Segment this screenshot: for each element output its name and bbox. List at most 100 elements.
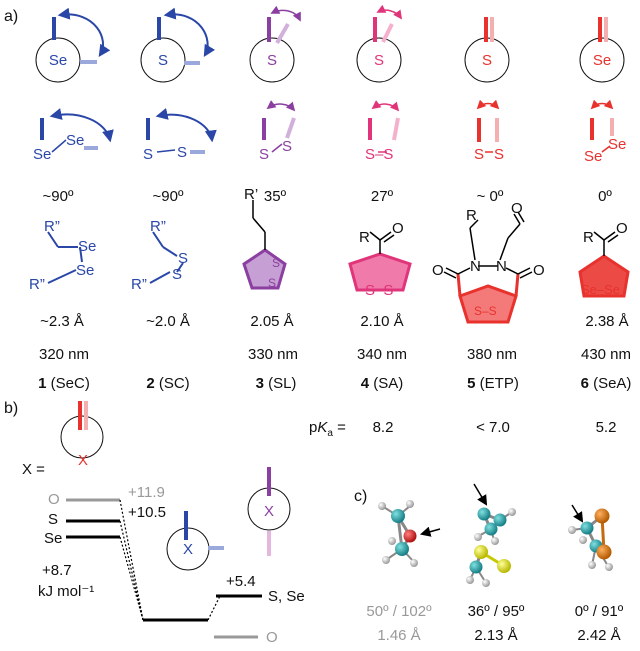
structure-4: [348, 231, 412, 292]
model-1: [378, 500, 441, 567]
panel-c-label: c): [354, 488, 368, 505]
struct-3-s-bottom: S: [268, 276, 277, 290]
newman-1: [35, 7, 111, 83]
struct-2-r-bottom: R”: [131, 276, 147, 293]
bond-length-4: 2.10 Å: [360, 313, 404, 330]
newman-1-glyph: Se: [48, 52, 68, 69]
sideview-3: [262, 100, 296, 153]
newman-3-glyph: S: [266, 52, 278, 69]
compound-4-name: 4 (SA): [360, 375, 404, 392]
dihedral-4: 27º: [370, 188, 394, 205]
x-equals-label: X =: [22, 461, 45, 478]
energy-inset-right: [247, 467, 291, 556]
struct-6-sese: Se–Se: [581, 282, 621, 297]
struct-4-ss: S–S: [365, 282, 394, 299]
newman-6: [579, 17, 625, 83]
pka-value-6: 5.2: [595, 419, 617, 436]
energy-levels: [66, 498, 262, 639]
struct-5-o-left: O: [432, 262, 444, 279]
wavelength-4: 340 nm: [356, 346, 408, 363]
model-1-angles: 50º / 102º: [366, 603, 432, 620]
level-o-label: O: [48, 491, 60, 508]
newman-5: [464, 17, 510, 83]
wavelength-3: 330 nm: [247, 346, 299, 363]
right-atoms-label: S, Se: [268, 588, 305, 605]
bond-length-3: 2.05 Å: [250, 313, 294, 330]
model-1-length: 1.46 Å: [377, 627, 421, 644]
struct-3-s-top: S: [272, 256, 281, 270]
sideview-4-ss: S–S: [365, 146, 394, 163]
energy-right: +5.4: [226, 573, 256, 590]
model-3-length: 2.42 Å: [577, 627, 621, 644]
dihedral-5: ~ 0º: [476, 188, 504, 205]
dihedral-6: 0º: [598, 188, 612, 205]
level-s-label: S: [48, 511, 59, 528]
dihedral-1: ~90º: [42, 188, 74, 205]
sideview-6-se-left: Se: [584, 148, 603, 165]
struct-2-r-top: R”: [150, 218, 166, 235]
sideview-5-s-right: S: [494, 146, 505, 163]
energy-o: +11.9: [128, 484, 165, 501]
newman-2-glyph: S: [157, 52, 169, 69]
sideview-3-s-right: S: [282, 138, 293, 155]
compound-6-name: 6 (SeA): [580, 375, 632, 392]
compound-2-name: 2 (SC): [146, 375, 190, 392]
dihedral-3: 35º: [263, 188, 287, 205]
energy-s: +10.5: [128, 504, 166, 521]
sideview-5-s-left: S: [474, 146, 485, 163]
struct-1-r-bottom: R”: [29, 276, 45, 293]
sideview-5: [476, 99, 500, 153]
panel-a-label: a): [4, 8, 19, 25]
sideview-2: [146, 108, 217, 154]
panel-b-label: b): [4, 400, 19, 417]
newman-4: [356, 4, 403, 83]
pka-value-4: 8.2: [372, 419, 394, 436]
sideview-4: [368, 100, 400, 153]
sideview-2-s-left: S: [143, 146, 154, 163]
struct-4-r: R: [359, 229, 370, 246]
energy-inset-top: [60, 401, 104, 459]
pka-value-5: < 7.0: [476, 419, 510, 436]
struct-5-o-top: O: [511, 200, 523, 217]
model-2: [466, 483, 516, 587]
structure-6: [578, 231, 630, 298]
newman-5-glyph: S: [481, 52, 493, 69]
newman-4-glyph: S: [373, 52, 385, 69]
struct-2-s-bottom: S: [172, 266, 183, 283]
inset-right-x: X: [263, 503, 275, 520]
compound-5-name: 5 (ETP): [467, 375, 519, 392]
bond-length-1: ~2.3 Å: [40, 313, 84, 330]
sideview-6: [590, 99, 614, 153]
struct-5-n-right: N: [496, 258, 507, 275]
bond-length-2: ~2.0 Å: [146, 313, 190, 330]
newman-2: [140, 7, 216, 83]
compound-3-name: 3 (SL): [255, 375, 297, 392]
inset-mid-x: X: [182, 541, 194, 558]
sideview-1: [40, 108, 114, 153]
struct-6-o: O: [616, 220, 628, 237]
structure-3: [242, 200, 287, 290]
sideview-1-se-bottom: Se: [33, 146, 52, 163]
struct-5-o-right: O: [533, 262, 545, 279]
struct-5-r: R: [466, 207, 477, 224]
sideview-6-se-right: Se: [608, 136, 627, 153]
right-o-label: O: [266, 629, 278, 646]
struct-4-o: O: [392, 220, 404, 237]
inset-top-x: X: [77, 452, 89, 469]
energy-unit: kJ mol⁻¹: [38, 583, 95, 600]
wavelength-1: 320 nm: [38, 346, 90, 363]
struct-1-r-top: R”: [44, 218, 60, 235]
model-2-length: 2.13 Å: [474, 627, 518, 644]
sideview-2-s-right: S: [177, 144, 188, 161]
struct-5-ss: S–S: [474, 304, 497, 318]
wavelength-5: 380 nm: [466, 346, 518, 363]
struct-3-r: R’: [244, 186, 259, 203]
structure-2: [149, 231, 184, 284]
model-2-angles: 36º / 95º: [467, 603, 525, 620]
newman-3: [249, 5, 301, 83]
struct-1-se-top: Se: [78, 238, 97, 255]
wavelength-6: 430 nm: [580, 346, 632, 363]
energy-se: +8.7: [42, 562, 72, 579]
pka-label: pKa =: [309, 419, 346, 439]
